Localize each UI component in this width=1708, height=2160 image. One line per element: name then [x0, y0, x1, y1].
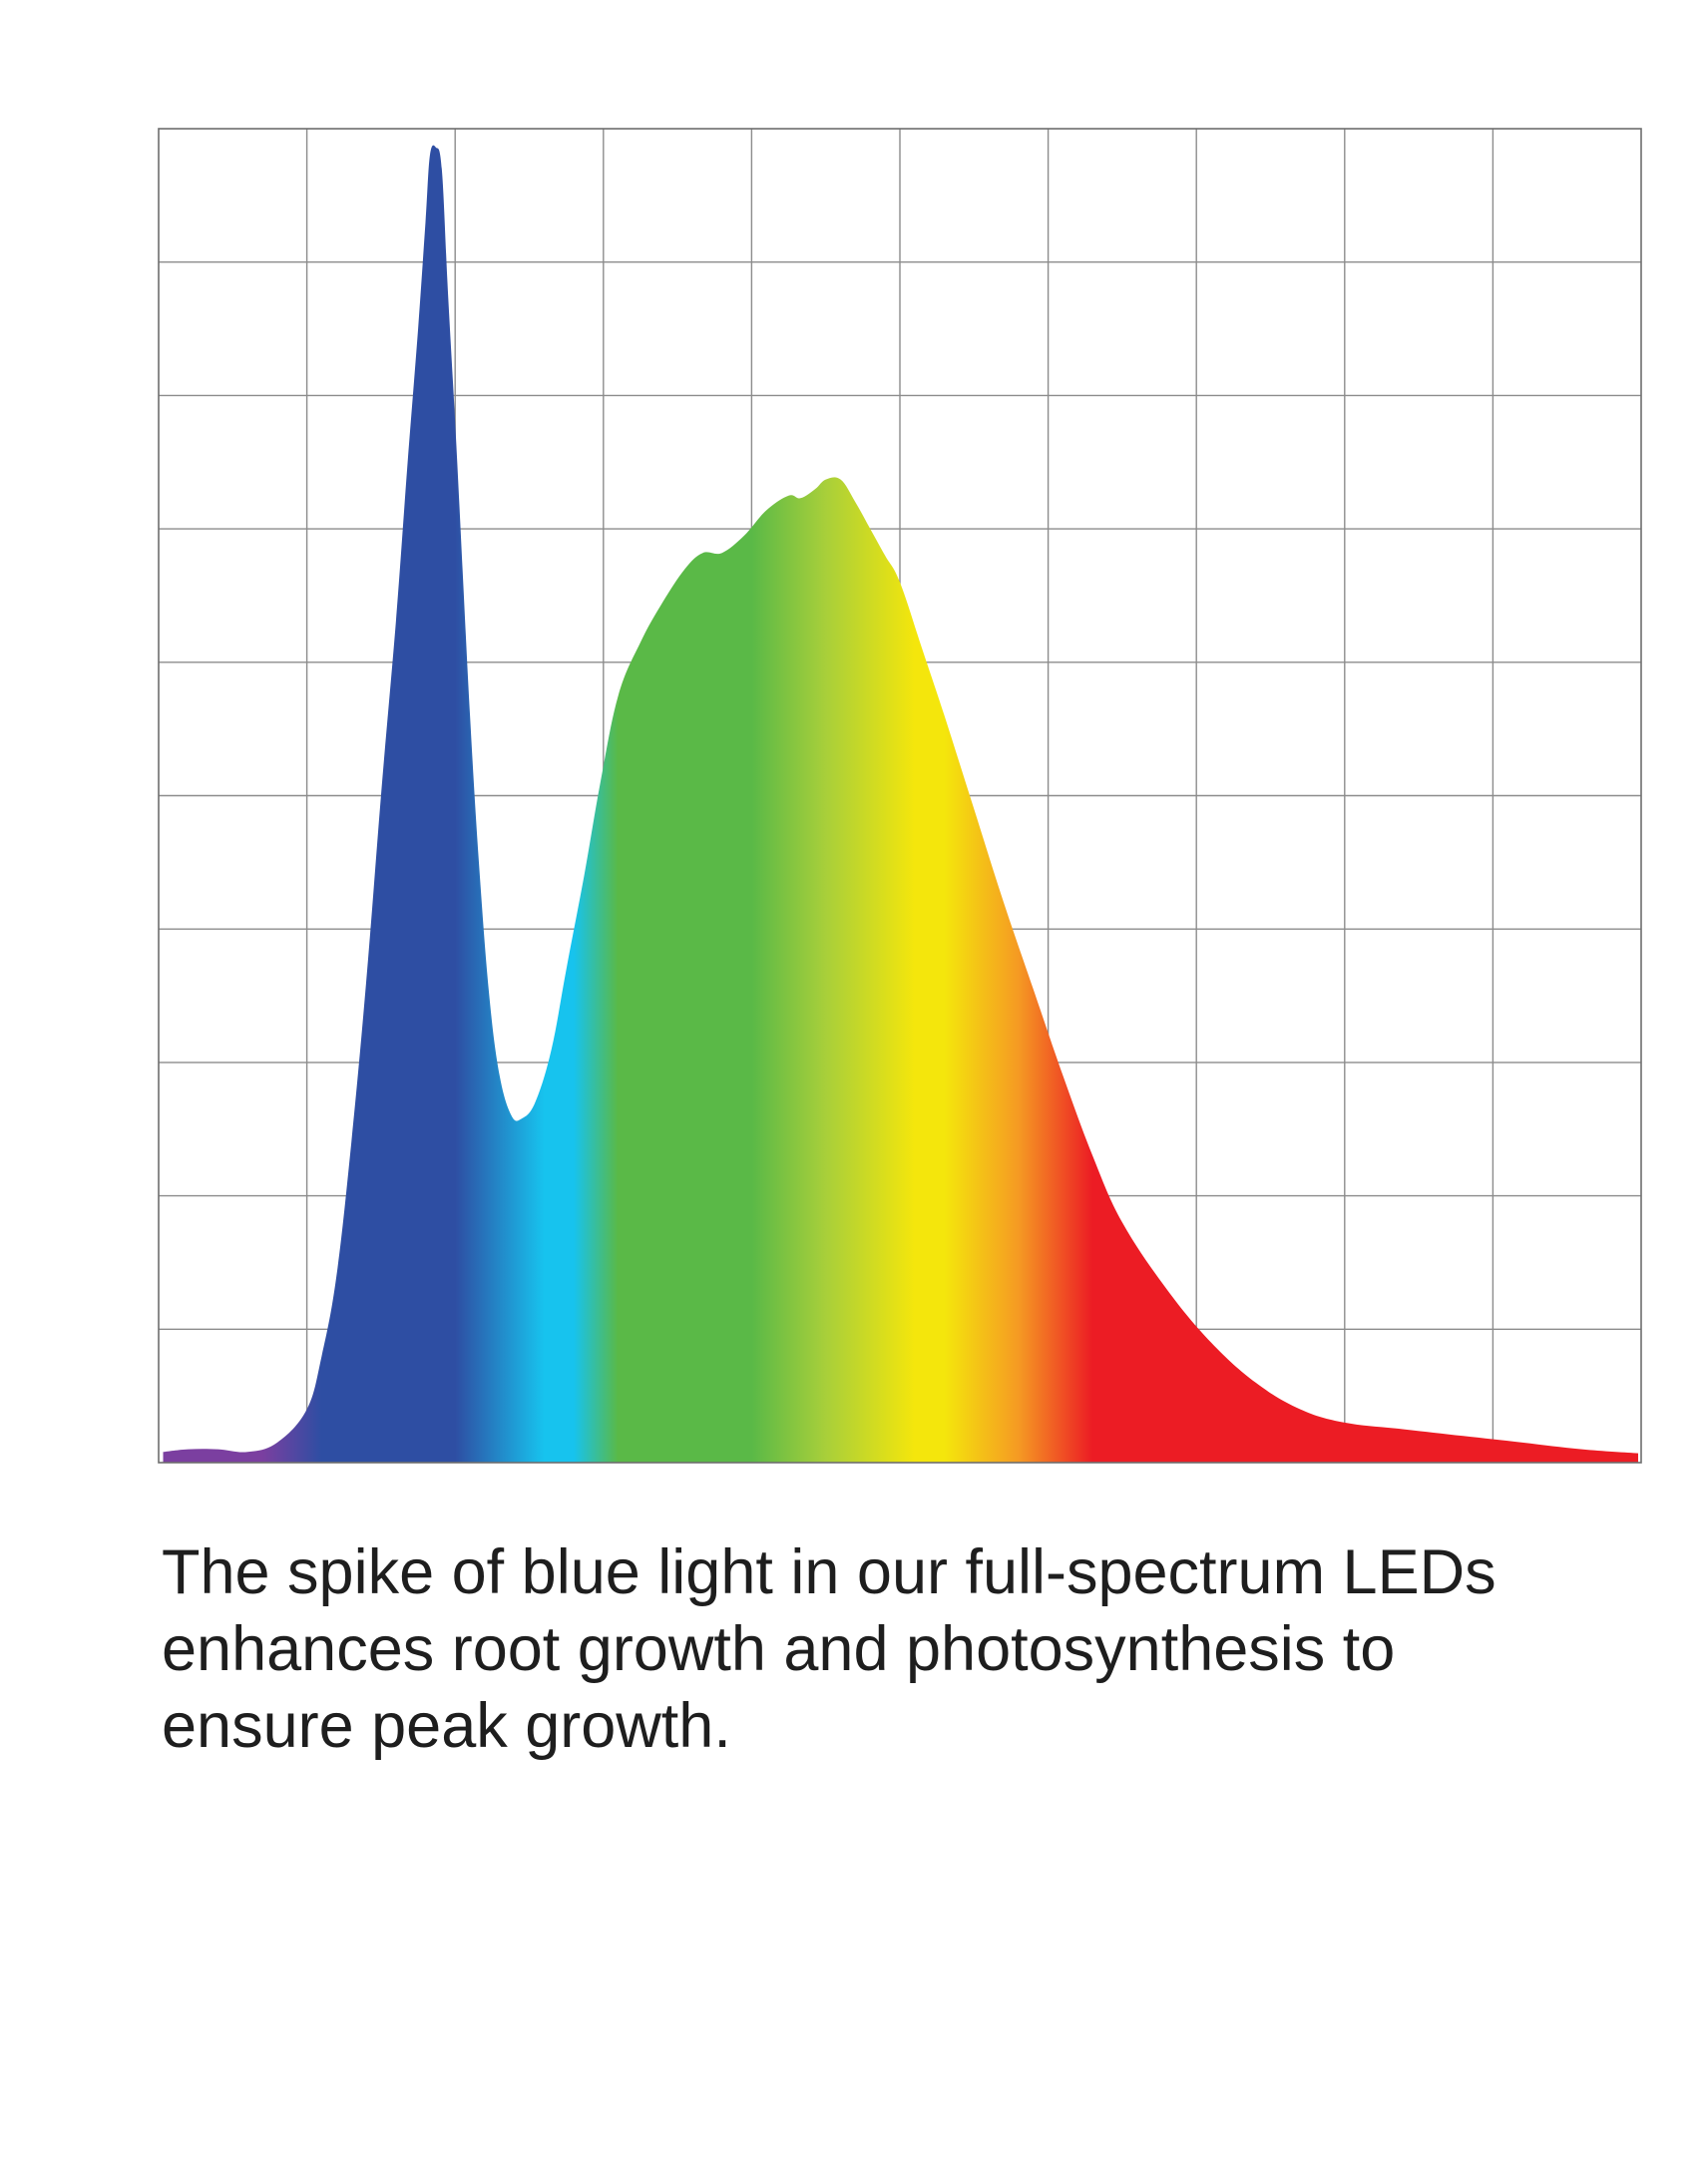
chart-caption: The spike of blue light in our full-spec…	[162, 1537, 1496, 1761]
plot-frame	[158, 128, 1642, 1464]
chart-area-layer	[163, 145, 1638, 1463]
spectrum-chart-svg	[158, 128, 1642, 1464]
spectrum-chart	[158, 128, 1642, 1464]
spectrum-area	[163, 145, 1638, 1463]
